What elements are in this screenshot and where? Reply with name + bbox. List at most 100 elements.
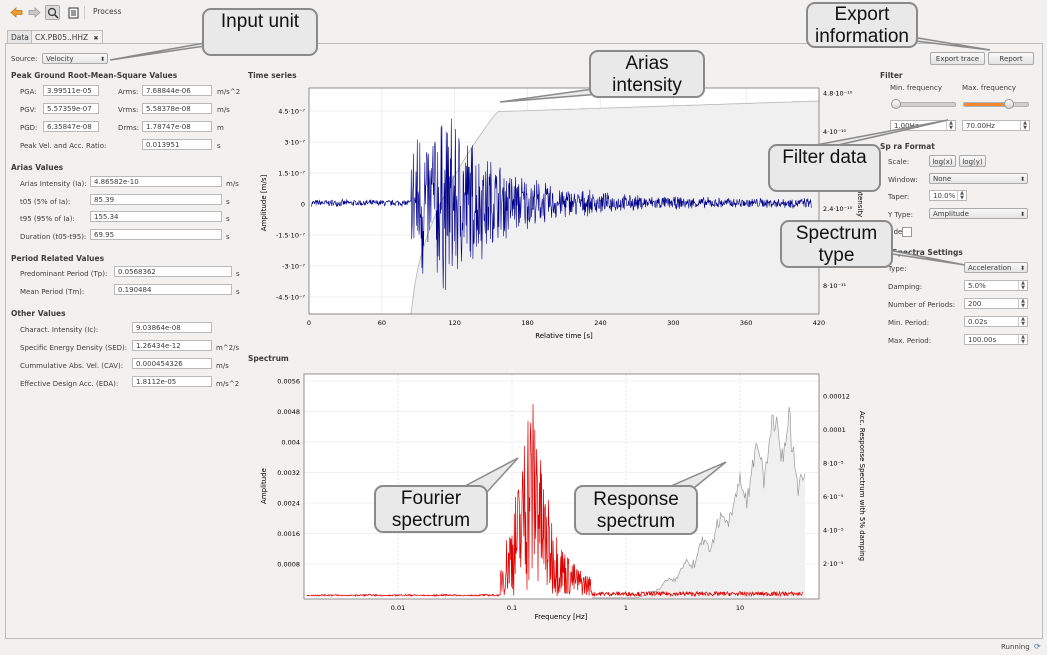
max-period-spinbox[interactable]: 100.00s ▲ ▼ bbox=[964, 334, 1028, 345]
min-frequency-slider-handle[interactable] bbox=[891, 99, 902, 109]
tm-field[interactable]: 0.190484 bbox=[114, 284, 232, 295]
timeseries-y2-tick-label: 4.8·10⁻¹⁰ bbox=[823, 90, 853, 98]
duration-field[interactable]: 69.95 bbox=[90, 229, 222, 240]
tp-unit: s bbox=[236, 270, 240, 278]
drms-field[interactable]: 1.78747e-08 bbox=[142, 121, 212, 132]
damping-spinbox[interactable]: 5.0% ▲ ▼ bbox=[964, 280, 1028, 291]
source-select[interactable]: Velocity ⬍ bbox=[42, 53, 108, 64]
pga-field[interactable]: 3.99511e-05 bbox=[43, 85, 99, 96]
ratio-unit: s bbox=[217, 142, 221, 150]
timeseries-x-tick-label: 240 bbox=[594, 319, 606, 327]
min-frequency-spinbox[interactable]: 1.00Hz ▲ ▼ bbox=[890, 120, 956, 131]
ratio-label: Peak Vel. and Acc. Ratio: bbox=[20, 142, 107, 150]
tab-trace[interactable]: CX.PB05..HHZ ✖ bbox=[31, 30, 103, 44]
magnitude-checkbox[interactable] bbox=[902, 227, 912, 237]
pgv-field[interactable]: 5.57359e-07 bbox=[43, 103, 99, 114]
min-period-label: Min. Period: bbox=[888, 319, 930, 327]
scale-label: Scale: bbox=[888, 158, 910, 166]
number-of-periods-value: 200 bbox=[968, 300, 982, 308]
spin-arrows-icon[interactable]: ▲ ▼ bbox=[1020, 121, 1029, 130]
report-button[interactable]: Report bbox=[988, 52, 1034, 65]
timeseries-plot[interactable]: 4.5·10⁻⁷ 3·10⁻⁷ 1.5·10⁻⁷ 0 -1.5·10⁻⁷ -3·10⁻⁷ -… bbox=[248, 80, 868, 345]
ytype-select[interactable]: Amplitude ⬍ bbox=[929, 208, 1028, 219]
timeseries-y-axis-label: Amplitude [m/s] bbox=[260, 175, 268, 232]
vrms-field[interactable]: 5.58378e-08 bbox=[142, 103, 212, 114]
taper-value: 10.0% bbox=[933, 192, 956, 200]
number-of-periods-spinbox[interactable]: 200 ▲ ▼ bbox=[964, 298, 1028, 309]
pga-label: PGA: bbox=[20, 88, 37, 96]
source-value: Velocity bbox=[46, 55, 74, 63]
timeseries-y2-tick-label: 4·10⁻¹⁰ bbox=[823, 128, 847, 136]
filter-section-title: Filter bbox=[880, 71, 903, 80]
export-trace-button[interactable]: Export trace bbox=[930, 52, 985, 65]
ic-field[interactable]: 9.03864e-08 bbox=[132, 322, 212, 333]
spectrum-x-tick-label: 0.01 bbox=[391, 604, 405, 612]
drms-unit: m bbox=[217, 124, 224, 132]
window-select[interactable]: None ⬍ bbox=[929, 173, 1028, 184]
min-period-spinbox[interactable]: 0.02s ▲ ▼ bbox=[964, 316, 1028, 327]
input-unit-callout: Input unit bbox=[202, 8, 318, 56]
spectrum-type-select[interactable]: Acceleration ⬍ bbox=[964, 262, 1028, 273]
spin-arrows-icon[interactable]: ▲ ▼ bbox=[1018, 299, 1027, 308]
tm-label: Mean Period (Tm): bbox=[20, 288, 85, 296]
spin-arrows-icon[interactable]: ▲ ▼ bbox=[1018, 317, 1027, 326]
arias-section-title: Arias Values bbox=[11, 163, 64, 172]
cav-label: Cummulative Abs. Vel. (CAV): bbox=[20, 362, 124, 370]
spin-arrows-icon[interactable]: ▲ ▼ bbox=[946, 121, 955, 130]
ic-label: Charact. Intensity (Ic): bbox=[20, 326, 99, 334]
ia-label: Arias Intensity (Ia): bbox=[20, 180, 87, 188]
spectrum-x-tick-label: 1 bbox=[624, 604, 628, 612]
spectrum-plot[interactable]: 0.0056 0.0048 0.004 0.0032 0.0024 0.0016 0.000… bbox=[248, 366, 868, 626]
spectrum-y2-ticks: 0.00012 0.0001 8·10⁻⁵ 6·10⁻⁵ 4·10⁻⁵ 2·10⁻⁵ bbox=[823, 393, 850, 569]
spectrum-y-tick-label: 0.0008 bbox=[277, 561, 300, 569]
max-frequency-slider-fill bbox=[964, 103, 1009, 106]
pgd-field[interactable]: 6.35847e-08 bbox=[43, 121, 99, 132]
response-spectrum-callout: Response spectrum bbox=[574, 485, 698, 535]
max-period-label: Max. Period: bbox=[888, 337, 932, 345]
spectrum-y2-axis-label: Acc. Response Spectrum with 5% damping bbox=[858, 411, 866, 561]
eda-field[interactable]: 1.8112e-05 bbox=[132, 376, 212, 387]
arias-intensity-callout: Arias intensity bbox=[589, 50, 705, 98]
sed-field[interactable]: 1.26434e-12 bbox=[132, 340, 212, 351]
arms-field[interactable]: 7.68844e-06 bbox=[142, 85, 212, 96]
min-frequency-slider[interactable] bbox=[892, 102, 956, 107]
analysis-tool-button[interactable] bbox=[45, 5, 60, 20]
response-spectrum-area bbox=[591, 407, 805, 599]
arms-label: Arms: bbox=[118, 88, 139, 96]
t95-field[interactable]: 155.34 bbox=[90, 211, 222, 222]
taper-spinbox[interactable]: 10.0% ▲ ▼ bbox=[929, 190, 967, 201]
pgv-label: PGV: bbox=[20, 106, 37, 114]
max-period-value: 100.00s bbox=[968, 336, 997, 344]
back-button[interactable] bbox=[9, 5, 24, 20]
t05-unit: s bbox=[226, 198, 230, 206]
spin-arrows-icon[interactable]: ▲ ▼ bbox=[957, 191, 966, 200]
timeseries-y2-tick-label: 8·10⁻¹¹ bbox=[823, 282, 847, 290]
min-frequency-value: 1.00Hz bbox=[894, 122, 919, 130]
timeseries-x-tick-label: 300 bbox=[667, 319, 679, 327]
logx-toggle-button[interactable]: log(x) bbox=[929, 155, 956, 167]
timeseries-y-tick-label: 3·10⁻⁷ bbox=[284, 139, 305, 147]
spectrum-y2-tick-label: 4·10⁻⁵ bbox=[823, 527, 844, 535]
logy-toggle-button[interactable]: log(y) bbox=[959, 155, 986, 167]
process-menu[interactable]: Process bbox=[93, 7, 122, 16]
max-frequency-slider-handle[interactable] bbox=[1003, 99, 1014, 109]
spin-arrows-icon[interactable]: ▲ ▼ bbox=[1018, 281, 1027, 290]
spectrum-y-tick-label: 0.0024 bbox=[277, 500, 300, 508]
sed-unit: m^2/s bbox=[216, 344, 240, 352]
taper-label: Taper: bbox=[888, 193, 910, 201]
tp-field[interactable]: 0.0568362 bbox=[114, 266, 232, 277]
t05-field[interactable]: 85.39 bbox=[90, 194, 222, 205]
cav-field[interactable]: 0.000454326 bbox=[132, 358, 212, 369]
ia-field[interactable]: 4.86582e-10 bbox=[90, 176, 222, 187]
document-button[interactable] bbox=[66, 5, 81, 20]
spin-arrows-icon[interactable]: ▲ ▼ bbox=[1018, 335, 1027, 344]
close-icon[interactable]: ✖ bbox=[93, 35, 99, 42]
chevron-down-icon: ⬍ bbox=[1019, 176, 1025, 183]
max-frequency-slider[interactable] bbox=[963, 102, 1029, 107]
ratio-field[interactable]: 0.013951 bbox=[142, 139, 212, 150]
forward-button[interactable] bbox=[27, 5, 42, 20]
max-frequency-value: 70.00Hz bbox=[966, 122, 995, 130]
waveform-trace bbox=[311, 118, 812, 291]
tab-data[interactable]: Data bbox=[7, 30, 33, 44]
max-frequency-spinbox[interactable]: 70.00Hz ▲ ▼ bbox=[962, 120, 1030, 131]
